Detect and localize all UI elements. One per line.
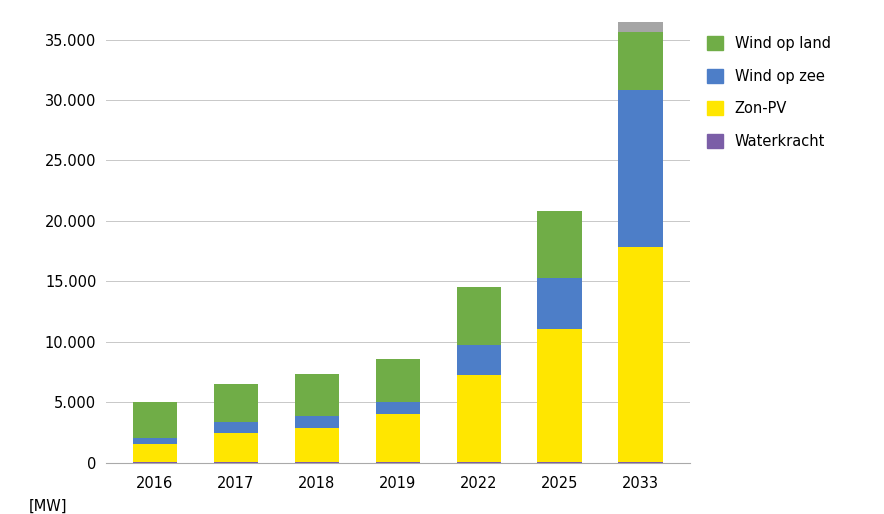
Bar [619,32,663,90]
Bar [133,438,177,444]
Bar [133,444,177,462]
Bar [376,402,420,414]
Bar [537,211,582,279]
Bar [537,279,582,329]
Bar [133,401,177,438]
Bar [456,375,501,462]
Bar [619,22,663,32]
Bar [214,384,258,423]
Legend: Wind op land, Wind op zee, Zon-PV, Waterkracht: Wind op land, Wind op zee, Zon-PV, Water… [703,32,835,153]
Bar [294,374,339,416]
Bar [294,416,339,428]
Bar [214,433,258,462]
Bar [619,247,663,462]
Text: [MW]: [MW] [28,499,67,513]
Bar [537,329,582,462]
Bar [456,345,501,375]
Bar [619,90,663,247]
Bar [294,428,339,462]
Bar [214,423,258,433]
Bar [376,359,420,402]
Bar [376,414,420,462]
Bar [456,287,501,345]
